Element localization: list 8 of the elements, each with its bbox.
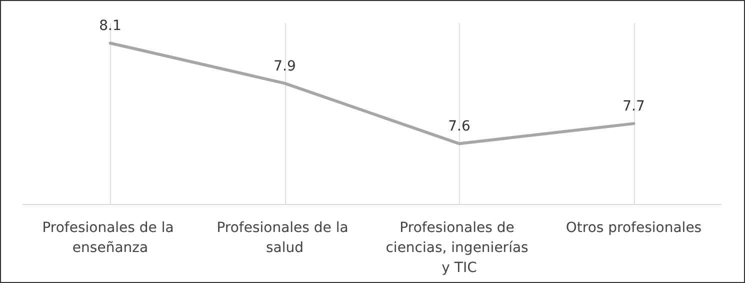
x-tick-label: Profesionales de la enseñanza [42,220,178,256]
x-tick-label: Otros profesionales [566,220,702,236]
data-label: 7.6 [448,118,470,135]
x-tick-label: Profesionales de ciencias, ingenierías y TIC [386,220,533,276]
data-label: 8.1 [99,18,122,34]
x-tick-label: Profesionales de la salud [216,220,353,256]
data-label: 7.7 [622,98,645,115]
data-label: 7.9 [274,58,296,74]
